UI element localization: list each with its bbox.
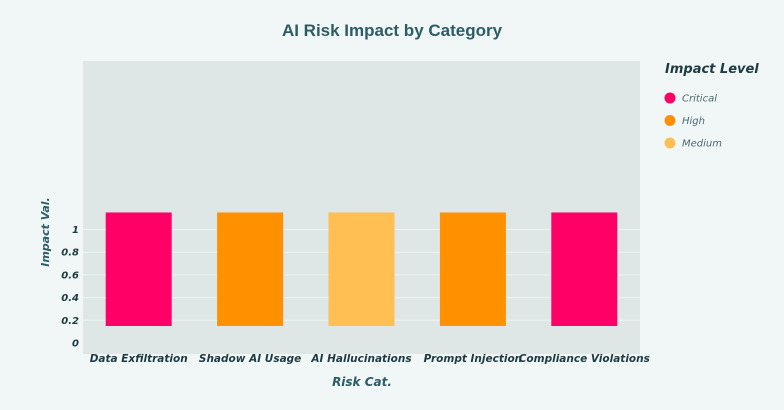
legend-swatch	[664, 115, 676, 126]
legend-swatch	[664, 137, 676, 149]
y-tick-label: 1	[72, 225, 79, 236]
bar-ai-hallucinations	[328, 212, 395, 326]
legend: Impact Level Critical High Medium	[664, 62, 759, 150]
bar-prompt-injection	[439, 212, 506, 326]
legend-label: Critical	[682, 94, 717, 105]
x-tick-label: Compliance Violations	[519, 353, 650, 365]
legend-item-critical: Critical	[664, 92, 717, 105]
bar-compliance-violations	[551, 212, 618, 326]
x-tick-labels: Data Exfiltration Shadow AI Usage AI Hallu…	[90, 353, 650, 365]
y-tick-label: 0	[72, 339, 79, 350]
legend-label: Medium	[682, 139, 722, 150]
x-tick-label: Prompt Injection	[424, 353, 523, 365]
legend-item-high: High	[664, 115, 705, 127]
y-tick-label: 0.2	[61, 316, 79, 327]
legend-swatch	[664, 92, 676, 104]
chart-title: AI Risk Impact by Category	[282, 21, 503, 40]
legend-item-medium: Medium	[664, 137, 722, 150]
legend-title: Impact Level	[665, 62, 759, 77]
bars	[105, 212, 618, 326]
y-tick-label: 0.6	[61, 270, 79, 281]
y-tick-label: 0.8	[61, 248, 79, 259]
bar-shadow-ai-usage	[217, 212, 284, 326]
x-tick-label: Shadow AI Usage	[199, 353, 301, 365]
x-tick-label: AI Hallucinations	[310, 353, 411, 365]
x-tick-label: Data Exfiltration	[90, 353, 188, 365]
legend-label: High	[682, 116, 705, 127]
y-tick-labels: 0 0.2 0.4 0.6 0.8 1	[61, 225, 79, 350]
legend-items: Critical High Medium	[664, 92, 722, 150]
y-axis-label: Impact Val.	[39, 197, 52, 267]
x-axis-label: Risk Cat.	[332, 375, 392, 389]
bar-data-exfiltration	[105, 212, 172, 326]
y-tick-label: 0.4	[61, 293, 79, 304]
